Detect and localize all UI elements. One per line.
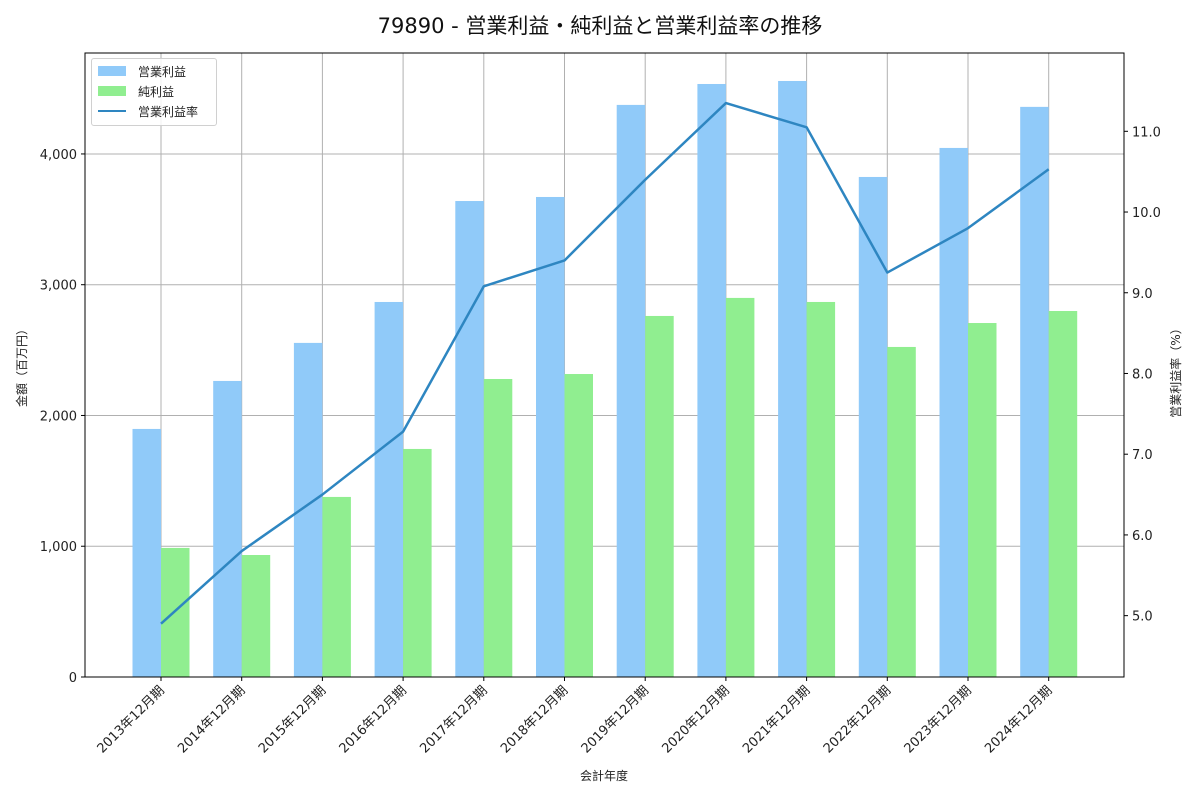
x-tick-label: 2022年12月期 [821, 683, 894, 756]
x-tick-label: 2018年12月期 [498, 683, 571, 756]
y2-tick-label: 10.0 [1132, 206, 1161, 221]
y2-tick-label: 9.0 [1132, 287, 1153, 302]
y-tick-label: 3,000 [40, 279, 77, 294]
bar-net-profit [403, 448, 432, 677]
bar-net-profit [564, 374, 593, 677]
x-tick-label: 2014年12月期 [175, 683, 248, 756]
legend-item-operating-margin: 営業利益率 [98, 103, 198, 119]
bar-net-profit [322, 496, 351, 677]
legend-line-operating-margin [98, 109, 126, 113]
legend-label: 営業利益率 [138, 104, 199, 119]
bar-operating-profit [778, 80, 807, 678]
y2-tick-label: 7.0 [1132, 448, 1153, 463]
x-tick-label: 2016年12月期 [337, 683, 410, 756]
bar-operating-profit [939, 147, 968, 677]
chart-title: 79890 - 営業利益・純利益と営業利益率の推移 [377, 14, 823, 38]
bar-operating-profit [374, 301, 404, 677]
x-tick-label: 2023年12月期 [902, 683, 975, 756]
x-tick-label: 2015年12月期 [256, 683, 329, 756]
x-tick-label: 2013年12月期 [95, 683, 168, 756]
bar-operating-profit [697, 83, 726, 677]
y2-tick-label: 8.0 [1132, 367, 1153, 382]
y-tick-label: 4,000 [40, 148, 77, 163]
legend-swatch-operating-profit [98, 66, 126, 76]
plot-frame [84, 52, 1125, 678]
x-tick-label: 2024年12月期 [982, 683, 1055, 756]
bar-operating-profit [132, 428, 161, 677]
y-axis-label: 金額（百万円） [14, 323, 29, 407]
x-tick-label: 2020年12月期 [659, 683, 732, 756]
legend: 営業利益 純利益 営業利益率 [91, 58, 217, 126]
legend-label: 純利益 [138, 84, 175, 99]
bar-operating-profit [536, 196, 565, 677]
bar-net-profit [806, 301, 836, 677]
legend-label: 営業利益 [138, 64, 187, 79]
legend-item-net-profit: 純利益 [98, 83, 174, 99]
bar-operating-profit [455, 201, 484, 677]
y2-axis-label: 営業利益率（%） [1168, 322, 1183, 417]
y2-tick-label: 11.0 [1132, 125, 1161, 140]
legend-swatch-net-profit [98, 86, 126, 96]
y-tick-label: 1,000 [40, 540, 77, 555]
bar-net-profit [968, 323, 997, 677]
bar-net-profit [725, 297, 755, 677]
y2-tick-label: 5.0 [1132, 610, 1153, 625]
bar-net-profit [241, 554, 271, 677]
bar-operating-profit [616, 104, 646, 677]
x-tick-label: 2021年12月期 [740, 683, 813, 756]
bar-net-profit [483, 378, 513, 677]
legend-item-operating-profit: 営業利益 [98, 63, 186, 79]
bar-operating-profit [1020, 106, 1049, 677]
x-tick-label: 2017年12月期 [417, 683, 490, 756]
line-operating-margin [160, 101, 1050, 625]
x-tick-label: 2019年12月期 [579, 683, 652, 756]
y2-tick-label: 6.0 [1132, 529, 1153, 544]
bar-operating-profit [858, 176, 888, 677]
bar-operating-profit [213, 380, 242, 677]
y-tick-label: 0 [69, 671, 77, 686]
bar-net-profit [887, 346, 916, 677]
bar-operating-profit [293, 342, 323, 677]
x-axis-label: 会計年度 [580, 768, 628, 783]
bar-net-profit [645, 315, 674, 677]
y-tick-label: 2,000 [40, 409, 77, 424]
bar-net-profit [1048, 310, 1078, 677]
